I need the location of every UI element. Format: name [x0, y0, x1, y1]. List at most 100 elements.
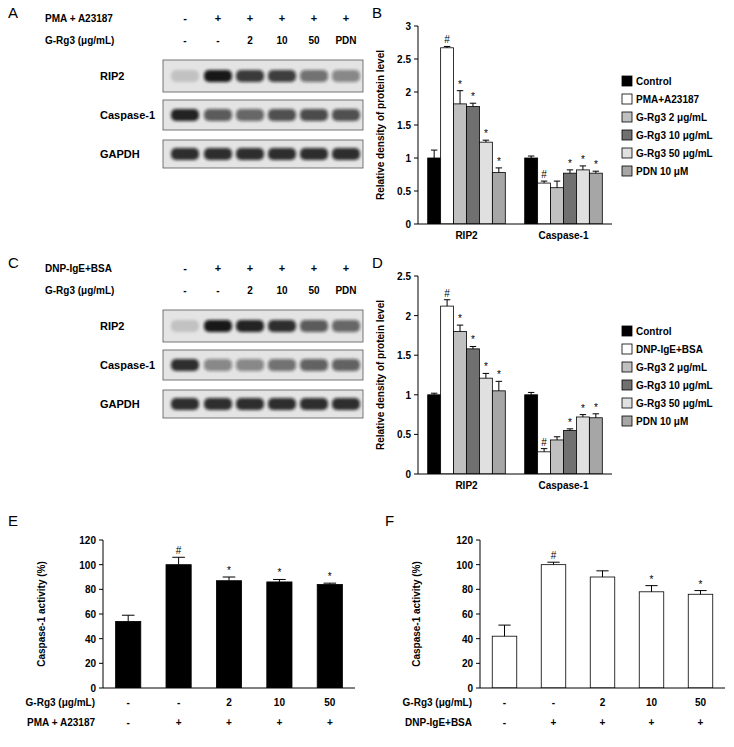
row-value: +: [276, 717, 282, 728]
band: [204, 70, 232, 82]
dose: -: [183, 285, 186, 296]
panel-letter: C: [8, 254, 19, 271]
band: [171, 398, 199, 410]
error-bar: [596, 571, 608, 577]
band: [204, 320, 232, 332]
y-axis: [418, 276, 419, 474]
sign: +: [279, 262, 285, 274]
bar: [166, 565, 191, 688]
row-value: +: [327, 717, 333, 728]
band: [171, 359, 199, 371]
row-value: -: [552, 697, 555, 708]
tick: [414, 224, 418, 225]
x-axis: [418, 224, 612, 225]
sign: +: [279, 12, 285, 24]
significance: *: [497, 156, 501, 167]
tick: [99, 564, 103, 565]
bar: [589, 418, 602, 474]
bar: [267, 582, 292, 688]
tick-label: 3: [405, 21, 411, 32]
bar: [492, 636, 517, 688]
category-label: Caspase-1: [538, 230, 588, 241]
category-label: Caspase-1: [538, 480, 588, 491]
bar: [590, 577, 615, 688]
tick: [99, 688, 103, 689]
tick: [414, 125, 418, 126]
error-bar: [457, 91, 463, 104]
tick-label: 60: [462, 609, 474, 620]
blot-strip: [163, 390, 363, 418]
significance: *: [594, 159, 598, 170]
dose: 2: [247, 35, 253, 46]
dose: -: [216, 35, 219, 46]
error-bar: [444, 46, 450, 47]
bar: [492, 391, 505, 474]
bar: [467, 107, 480, 224]
panel-letter: D: [372, 254, 383, 271]
blot-strip: [163, 350, 363, 380]
band: [236, 148, 264, 160]
row-value: 2: [226, 697, 232, 708]
tick: [414, 276, 418, 277]
row-value: 10: [646, 697, 658, 708]
bar: [564, 173, 577, 224]
significance: *: [497, 369, 501, 380]
bar: [317, 584, 342, 688]
annotations: ##*******: [444, 288, 598, 448]
legend-label: DNP-IgE+BSA: [636, 344, 703, 355]
chart: BRelative density of protein level00.511…: [372, 4, 713, 241]
tick-label: 2: [405, 87, 411, 98]
band: [332, 320, 360, 332]
dose: 10: [276, 35, 288, 46]
y-axis: [480, 540, 481, 688]
annotations: #***: [176, 545, 332, 582]
band: [300, 398, 328, 410]
bar: [551, 188, 564, 224]
marks: [116, 557, 343, 688]
bar: [525, 158, 538, 224]
row-value: 10: [274, 697, 286, 708]
dose-label: G-Rg3 (μg/mL): [45, 285, 114, 296]
row-label: PMA + A23187: [27, 717, 95, 728]
legend-swatch: [622, 112, 632, 122]
legend-label: G-Rg3 10 μg/mL: [636, 380, 713, 391]
row-label: G-Rg3 (μg/mL): [403, 697, 472, 708]
tick: [476, 564, 480, 565]
bar: [538, 183, 551, 224]
legend-swatch: [622, 326, 632, 336]
legend-swatch: [622, 416, 632, 426]
tick-label: 0: [405, 469, 411, 480]
sign: +: [215, 262, 221, 274]
tick: [99, 638, 103, 639]
panel-letter: B: [372, 4, 382, 21]
legend: ControlPMA+A23187G-Rg3 2 μg/mLG-Rg3 10 μ…: [622, 76, 713, 177]
bar: [492, 173, 505, 224]
dose-label: G-Rg3 (μg/mL): [45, 35, 114, 46]
panel-letter: A: [8, 4, 18, 21]
legend-label: G-Rg3 2 μg/mL: [636, 362, 707, 373]
row-value: -: [503, 717, 506, 728]
axis-title: Caspase-1 activity (%): [411, 561, 422, 667]
tick-label: 0.5: [397, 186, 411, 197]
tick: [414, 394, 418, 395]
legend-swatch: [622, 130, 632, 140]
error-bar: [528, 156, 534, 158]
tick-label: 2.5: [397, 271, 411, 282]
tick: [414, 191, 418, 192]
tick: [476, 614, 480, 615]
band: [268, 148, 296, 160]
band: [268, 398, 296, 410]
category-label: RIP2: [455, 480, 478, 491]
blot-strip: [163, 60, 363, 92]
sign: +: [343, 262, 349, 274]
dose: -: [216, 285, 219, 296]
bar: [441, 306, 454, 474]
band: [268, 109, 296, 121]
tick-label: 2: [405, 311, 411, 322]
bar: [551, 440, 564, 474]
protein-label: GAPDH: [100, 398, 140, 410]
band: [171, 148, 199, 160]
error-bar: [547, 562, 559, 564]
error-bar: [541, 181, 547, 183]
marks: [492, 562, 713, 688]
